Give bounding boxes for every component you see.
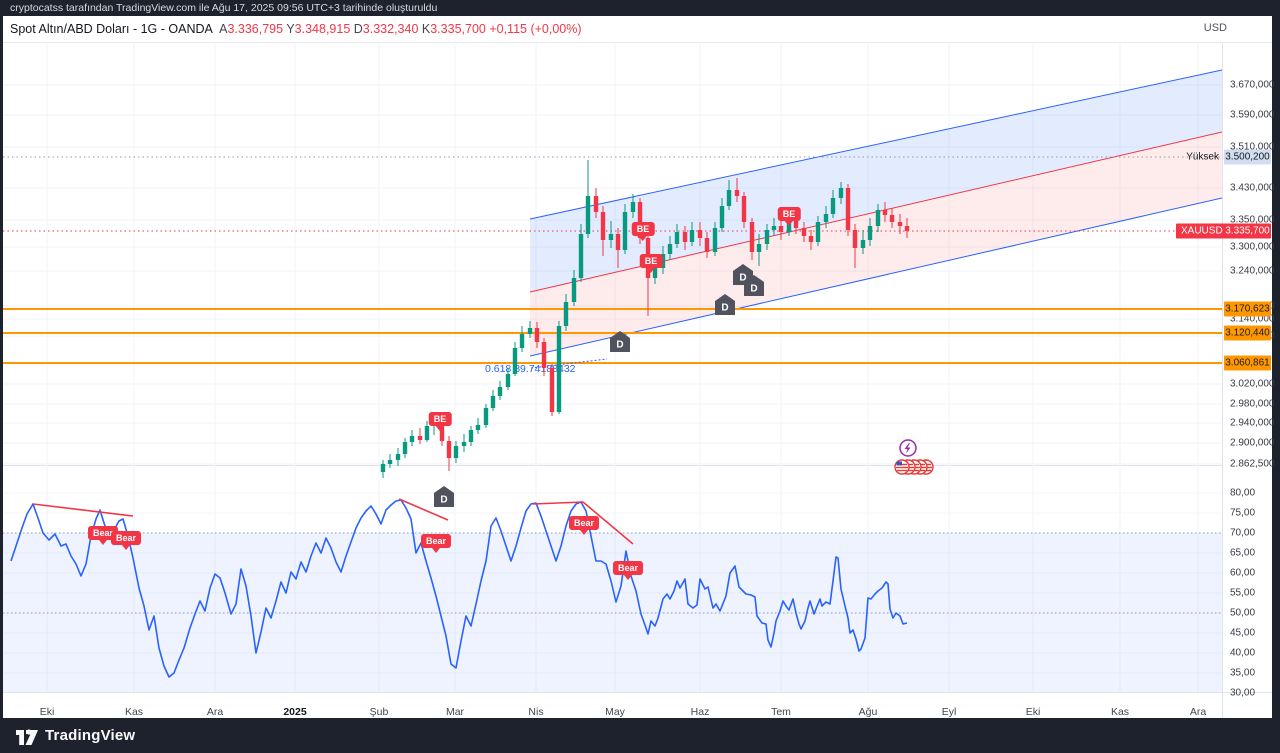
svg-text:0.618 89.74188432: 0.618 89.74188432 [485, 363, 576, 375]
chart-plot-area[interactable]: 0.618 89.74188432 [3, 42, 1222, 692]
time-tick-May: May [605, 706, 625, 718]
attribution-text: cryptocatss tarafından TradingView.com i… [10, 2, 438, 14]
price-tick-2.862,500: 2.862,500 [1230, 458, 1275, 470]
price-tick-2.940,000: 2.940,000 [1230, 417, 1275, 429]
price-tick-3.670,000: 3.670,000 [1230, 79, 1275, 91]
ohlc-item: A3.336,795 [219, 22, 284, 36]
svg-text:D: D [739, 273, 746, 284]
tradingview-logo[interactable]: TradingView [16, 726, 135, 745]
change-value: +0,115 (+0,00%) [489, 22, 582, 36]
d-label-4[interactable]: D [744, 275, 764, 296]
high-price-word: Yüksek [1186, 151, 1219, 163]
d-label-1[interactable]: D [610, 331, 630, 352]
be-label-0[interactable]: BE [428, 409, 452, 431]
time-tick-Mar: Mar [445, 706, 465, 718]
rsi-tick-45,00: 45,00 [1230, 627, 1256, 639]
time-tick-Kas: Kas [1110, 706, 1130, 718]
svg-text:D: D [721, 303, 728, 314]
level-price-tag-2: 3.060,861 [1224, 355, 1271, 371]
price-tick-3.350,000: 3.350,000 [1230, 214, 1275, 226]
symbol-title[interactable]: Spot Altın/ABD Doları - 1G - OANDA [10, 22, 213, 36]
time-tick-Ara: Ara [206, 706, 224, 718]
rsi-tick-60,00: 60,00 [1230, 567, 1256, 579]
time-axis-border[interactable] [3, 692, 1272, 693]
be-label-2[interactable]: BE [639, 251, 663, 273]
price-tick-2.980,000: 2.980,000 [1230, 398, 1275, 410]
time-tick-Eki: Eki [1025, 706, 1041, 718]
rsi-tick-30,00: 30,00 [1230, 687, 1256, 699]
svg-text:D: D [440, 495, 447, 506]
price-tick-3.510,000: 3.510,000 [1230, 141, 1275, 153]
price-tick-3.590,000: 3.590,000 [1230, 109, 1275, 121]
bear-label-4[interactable]: Bear [612, 558, 644, 580]
symbol-header: Spot Altın/ABD Doları - 1G - OANDA A3.33… [10, 22, 582, 36]
last-price-tag: 3.335,700 [1224, 223, 1271, 239]
bear-label-0[interactable]: Bear [87, 523, 119, 545]
be-label-3[interactable]: BE [777, 204, 801, 226]
tradingview-logo-text: TradingView [45, 727, 136, 744]
time-tick-Ara: Ara [1189, 706, 1207, 718]
time-tick-Kas: Kas [124, 706, 144, 718]
header-separator [3, 42, 1272, 43]
chart-canvas: Spot Altın/ABD Doları - 1G - OANDA A3.33… [3, 16, 1275, 718]
price-tick-3.430,000: 3.430,000 [1230, 182, 1275, 194]
time-tick-Haz: Haz [690, 706, 710, 718]
d-label-2[interactable]: D [715, 294, 735, 315]
svg-text:D: D [750, 284, 757, 295]
price-tick-3.240,000: 3.240,000 [1230, 265, 1275, 277]
rsi-tick-55,00: 55,00 [1230, 587, 1256, 599]
time-tick-Ağu: Ağu [858, 706, 878, 718]
time-tick-Nis: Nis [528, 706, 544, 718]
price-axis-border[interactable] [1222, 42, 1223, 718]
rsi-tick-40,00: 40,00 [1230, 647, 1256, 659]
rsi-tick-70,00: 70,00 [1230, 527, 1256, 539]
price-tick-2.900,000: 2.900,000 [1230, 437, 1275, 449]
ohlc-item: K3.335,700 [421, 22, 486, 36]
flag-icon [894, 459, 910, 475]
pane-separator[interactable] [3, 465, 1222, 466]
axis-currency-label: USD [1203, 22, 1227, 34]
rsi-tick-80,00: 80,00 [1230, 487, 1256, 499]
price-tick-3.140,000: 3.140,000 [1230, 313, 1275, 325]
ohlc-item: D3.332,340 [353, 22, 419, 36]
level-price-tag-0: 3.170,623 [1224, 301, 1271, 317]
footer-bar: TradingView [0, 718, 1280, 753]
ohlc-values: A3.336,795 Y3.348,915 D3.332,340 K3.335,… [219, 22, 489, 36]
rsi-tick-35,00: 35,00 [1230, 667, 1256, 679]
ohlc-item: Y3.348,915 [286, 22, 351, 36]
level-price-tag-1: 3.120,440 [1224, 325, 1271, 341]
attribution-bar: cryptocatss tarafından TradingView.com i… [0, 0, 1280, 16]
rsi-tick-65,00: 65,00 [1230, 547, 1256, 559]
last-price-symbol-tag: XAUUSD [1176, 223, 1228, 239]
time-tick-Eyl: Eyl [941, 706, 957, 718]
d-label-0[interactable]: D [434, 486, 454, 507]
high-price-tag: 3.500,200 [1224, 149, 1271, 165]
be-label-1[interactable]: BE [631, 219, 655, 241]
bear-label-3[interactable]: Bear [568, 513, 600, 535]
time-tick-2025: 2025 [283, 706, 307, 718]
price-tick-3.300,000: 3.300,000 [1230, 241, 1275, 253]
time-tick-Eki: Eki [39, 706, 55, 718]
bear-label-1[interactable]: Bear [110, 528, 142, 550]
rsi-tick-75,00: 75,00 [1230, 507, 1256, 519]
tradingview-logo-icon [16, 729, 38, 745]
bear-label-2[interactable]: Bear [420, 531, 452, 553]
price-tick-3.020,000: 3.020,000 [1230, 378, 1275, 390]
svg-text:D: D [616, 340, 623, 351]
rsi-tick-50,00: 50,00 [1230, 607, 1256, 619]
time-tick-Tem: Tem [771, 706, 791, 718]
time-tick-Şub: Şub [369, 706, 389, 718]
